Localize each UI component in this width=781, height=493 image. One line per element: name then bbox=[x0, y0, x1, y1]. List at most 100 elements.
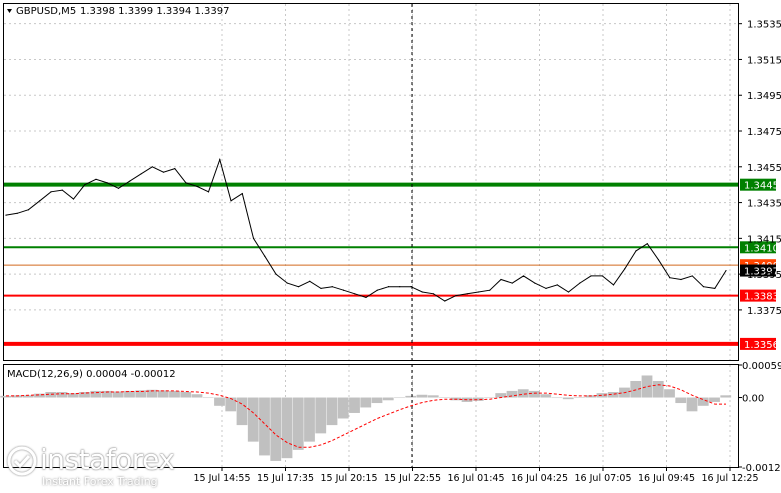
macd-bar bbox=[551, 397, 563, 399]
macd-bar bbox=[191, 394, 203, 398]
price-point bbox=[39, 200, 41, 202]
macd-bar bbox=[124, 390, 135, 398]
price-point bbox=[162, 171, 165, 173]
macd-bar bbox=[67, 393, 79, 398]
macd-pane-border bbox=[3, 364, 739, 468]
macd-bar bbox=[529, 390, 540, 398]
time-label: 16 Jul 04:25 bbox=[511, 473, 568, 484]
price-point bbox=[702, 286, 705, 288]
price-point bbox=[50, 191, 52, 193]
price-point bbox=[5, 214, 7, 216]
macd-axis: 0.00059 0.00 -0.00126 bbox=[738, 361, 781, 474]
time-label: 16 Jul 12:25 bbox=[702, 473, 759, 484]
price-point bbox=[309, 280, 311, 282]
time-label: 15 Jul 14:55 bbox=[194, 473, 251, 484]
macd-bar bbox=[214, 397, 225, 406]
chart-menu-triangle-icon[interactable] bbox=[7, 9, 12, 13]
price-point bbox=[219, 159, 221, 161]
price-point bbox=[556, 284, 558, 286]
price-point bbox=[657, 259, 660, 261]
macd-bar bbox=[427, 395, 439, 398]
price-line-layer bbox=[5, 157, 727, 302]
price-point bbox=[72, 198, 75, 200]
macd-bar bbox=[540, 394, 552, 398]
price-tick-label: 1.3495 bbox=[747, 91, 781, 102]
macd-bar bbox=[709, 397, 720, 402]
price-point bbox=[624, 268, 626, 270]
price-point bbox=[342, 289, 345, 291]
macd-bar bbox=[416, 394, 428, 398]
price-point bbox=[455, 294, 457, 297]
macd-bar bbox=[405, 395, 417, 398]
price-tick-label: 1.3435 bbox=[747, 199, 781, 210]
current-price-tag bbox=[740, 264, 776, 277]
macd-bar bbox=[574, 396, 585, 398]
price-point bbox=[117, 187, 120, 189]
macd-bar bbox=[596, 393, 608, 398]
macd-bar bbox=[675, 397, 687, 404]
price-point bbox=[590, 275, 592, 277]
price-point bbox=[387, 286, 390, 288]
macd-bar bbox=[652, 380, 664, 398]
level-tag-sup-upper bbox=[740, 289, 776, 302]
price-point bbox=[275, 273, 277, 275]
macd-bar bbox=[382, 397, 394, 401]
time-label: 15 Jul 22:55 bbox=[384, 473, 441, 484]
price-point bbox=[264, 255, 266, 257]
macd-bar bbox=[371, 397, 383, 404]
price-point bbox=[106, 182, 108, 184]
price-point bbox=[432, 293, 435, 295]
level-label-res-upper: 1.3445 bbox=[744, 181, 779, 192]
macd-bar bbox=[326, 397, 338, 426]
price-pane-border bbox=[3, 3, 739, 361]
time-label: 16 Jul 01:45 bbox=[448, 473, 505, 484]
level-tag-sup-lower bbox=[740, 337, 776, 350]
macd-bar bbox=[135, 390, 147, 398]
macd-bar bbox=[360, 397, 372, 408]
price-point bbox=[691, 275, 693, 277]
macd-bar bbox=[720, 395, 732, 398]
macd-bar bbox=[439, 397, 450, 399]
price-point bbox=[410, 286, 412, 288]
macd-bar bbox=[495, 393, 507, 398]
price-point bbox=[196, 185, 198, 188]
price-point bbox=[567, 291, 570, 293]
price-point bbox=[635, 250, 637, 252]
price-point bbox=[320, 287, 322, 290]
price-point bbox=[534, 282, 536, 284]
level-label-sup-lower: 1.3356 bbox=[744, 340, 779, 351]
price-point bbox=[95, 178, 97, 180]
price-point bbox=[511, 282, 513, 284]
price-point bbox=[612, 284, 615, 286]
macd-tick-label: -0.00126 bbox=[742, 463, 781, 474]
macd-bar bbox=[630, 380, 642, 398]
price-point bbox=[27, 209, 30, 211]
price-point bbox=[601, 275, 603, 277]
macd-bar bbox=[281, 397, 293, 459]
macd-bar bbox=[506, 390, 518, 398]
level-tag-res-upper bbox=[740, 178, 776, 191]
price-point bbox=[669, 277, 671, 279]
price-point bbox=[185, 182, 187, 184]
price-point bbox=[331, 286, 333, 288]
price-point bbox=[500, 278, 502, 281]
price-point bbox=[16, 212, 18, 214]
price-point bbox=[579, 282, 581, 284]
price-point bbox=[376, 289, 378, 291]
macd-bar bbox=[56, 392, 68, 398]
price-point bbox=[522, 275, 525, 277]
macd-bar bbox=[247, 397, 259, 442]
price-point bbox=[477, 291, 480, 293]
macd-bar bbox=[202, 397, 214, 399]
price-point bbox=[545, 287, 547, 290]
macd-bar bbox=[79, 392, 90, 398]
price-axis: 1.3535 1.3515 1.3495 1.3475 1.3455 1.3435 1.34… bbox=[738, 20, 781, 317]
price-point bbox=[84, 184, 86, 186]
price-tick-label: 1.3535 bbox=[747, 20, 781, 31]
macd-bar bbox=[112, 391, 124, 398]
price-tick-label: 1.3455 bbox=[747, 163, 781, 174]
